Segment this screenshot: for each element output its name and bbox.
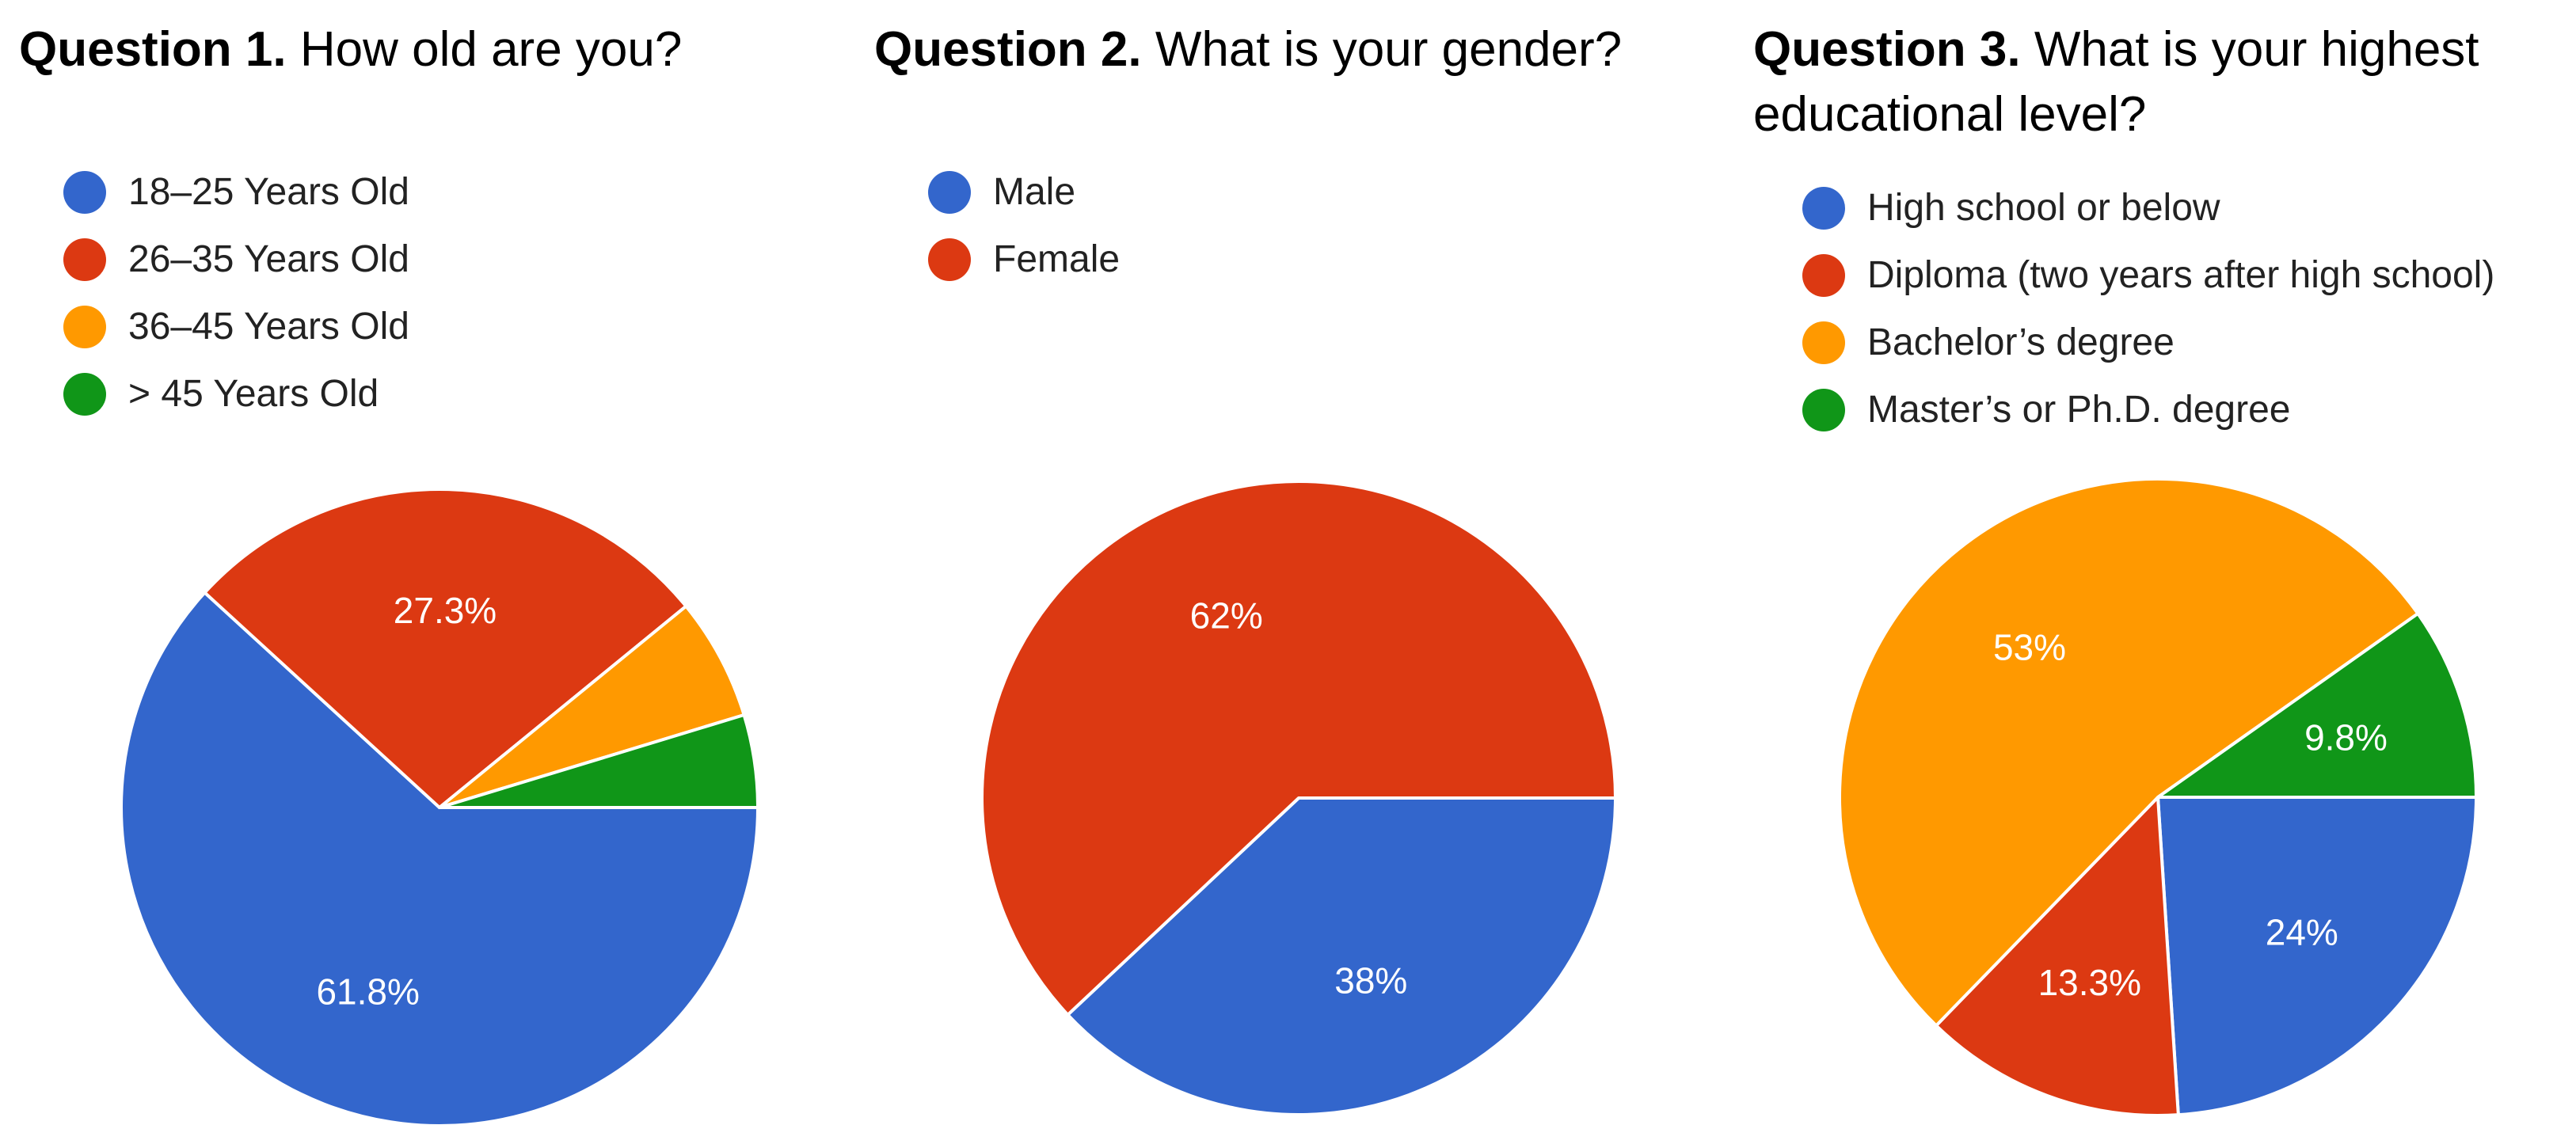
pie-slice-high-school-or-below [2156, 796, 2478, 1117]
slice-value-label: 9.8% [2304, 717, 2388, 758]
question-number: Question 2. [874, 22, 1142, 77]
legend-item: Master’s or Ph.D. degree [1802, 376, 2494, 443]
pie-slice-master-s-or-ph-d-degree [2156, 612, 2478, 799]
legend-label: High school or below [1867, 187, 2220, 229]
education-pie-chart: 24% 13.3% 53% 9.8% [1838, 477, 2478, 1117]
legend-label: 18–25 Years Old [128, 171, 409, 213]
pie-slice-45-years-old [438, 713, 759, 809]
chart-legend: 18–25 Years Old 26–35 Years Old 36–45 Ye… [63, 158, 409, 428]
legend-label: > 45 Years Old [128, 373, 379, 415]
legend-swatch [1802, 253, 1845, 297]
legend-item: 36–45 Years Old [63, 293, 409, 360]
legend-swatch [928, 238, 971, 281]
question-text: How old are you? [299, 22, 683, 77]
legend-label: Bachelor’s degree [1867, 321, 2175, 363]
pie-slice-male [1066, 796, 1617, 1116]
chart-title: Question 3. What is your highest educati… [1753, 17, 2569, 147]
legend-swatch [1802, 321, 1845, 364]
chart-title: Question 1. How old are you? [19, 17, 682, 82]
legend-label: Master’s or Ph.D. degree [1867, 389, 2291, 431]
legend-label: Female [993, 238, 1121, 280]
legend-item: 18–25 Years Old [63, 158, 409, 226]
slice-value-label: 24% [2266, 912, 2338, 953]
legend-swatch [1802, 388, 1845, 431]
legend-label: Male [993, 171, 1076, 213]
legend-swatch [63, 305, 106, 348]
legend-item: 26–35 Years Old [63, 226, 409, 293]
slice-value-label: 13.3% [2038, 962, 2141, 1003]
legend-label: 36–45 Years Old [128, 306, 409, 348]
slice-value-label: 38% [1334, 960, 1407, 1001]
legend-item: High school or below [1802, 174, 2494, 241]
slice-value-label: 53% [1993, 627, 2066, 668]
pie-slice-18-25-years-old [120, 591, 759, 1128]
question-number: Question 1. [19, 22, 287, 77]
legend-label: 26–35 Years Old [128, 238, 409, 280]
pie-slice-diploma-two-years-after-high-school [1935, 796, 2180, 1117]
legend-item: Bachelor’s degree [1802, 309, 2494, 376]
legend-swatch [63, 170, 106, 214]
legend-swatch [1802, 186, 1845, 230]
legend-item: > 45 Years Old [63, 360, 409, 428]
slice-value-label: 61.8% [316, 971, 419, 1012]
slice-value-label: 62% [1190, 595, 1263, 636]
chart-legend: High school or below Diploma (two years … [1802, 174, 2494, 443]
legend-item: Female [928, 226, 1120, 293]
question-text: What is your gender? [1155, 22, 1623, 77]
chart-title: Question 2. What is your gender? [874, 17, 1622, 82]
question-text: What is your highest educational level? [1753, 22, 2479, 142]
legend-swatch [63, 372, 106, 416]
chart-legend: Male Female [928, 158, 1120, 293]
question-number: Question 3. [1753, 22, 2021, 77]
age-pie-chart: 61.8% 27.3% [120, 488, 759, 1128]
legend-item: Male [928, 158, 1120, 226]
legend-swatch [928, 170, 971, 214]
legend-swatch [63, 238, 106, 281]
age-chart-panel: Question 1. How old are you? 18–25 Years… [0, 0, 855, 1144]
legend-label: Diploma (two years after high school) [1867, 254, 2495, 296]
gender-chart-panel: Question 2. What is your gender? Male Fe… [855, 0, 1742, 1144]
pie-slice-bachelor-s-degree [1838, 477, 2420, 1028]
education-chart-panel: Question 3. What is your highest educati… [1742, 0, 2576, 1144]
slice-value-label: 27.3% [394, 590, 497, 631]
legend-item: Diploma (two years after high school) [1802, 241, 2494, 309]
gender-pie-chart: 38% 62% [980, 480, 1617, 1116]
pie-slice-36-45-years-old [438, 604, 746, 809]
pie-slice-26-35-years-old [203, 488, 688, 809]
pie-slice-female [980, 480, 1617, 1017]
